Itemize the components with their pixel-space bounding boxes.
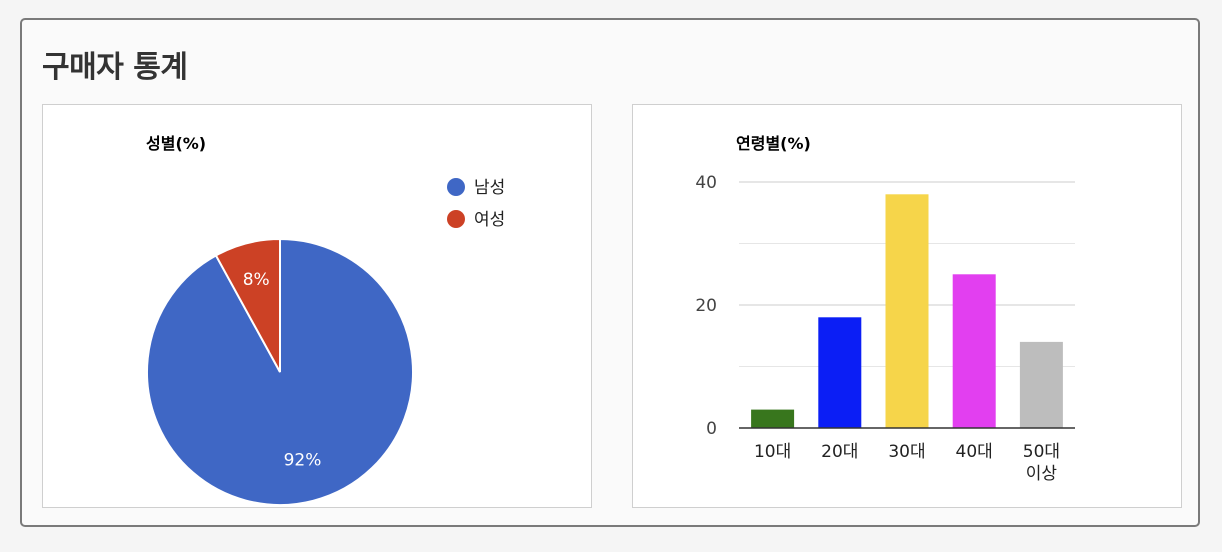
bar-3 xyxy=(885,194,929,428)
bar-2 xyxy=(818,317,862,428)
bar-4 xyxy=(952,274,996,429)
x-category-label: 10대 xyxy=(754,442,791,462)
pie-slice-label: 8% xyxy=(243,270,270,290)
legend-swatch-female xyxy=(447,210,465,228)
gender-chart-title: 성별(%) xyxy=(146,134,206,153)
x-category-label-line: 50대 xyxy=(1023,442,1060,462)
legend-swatch-male xyxy=(447,178,465,196)
x-category-label-line: 30대 xyxy=(888,442,925,462)
x-category-label-line: 20대 xyxy=(821,442,858,462)
age-bar-chart: 연령별(%) 0 20 40 10대 20대 30대 40대 50대 이상 xyxy=(695,134,1075,484)
x-category-label-line: 이상 xyxy=(1026,464,1058,484)
bar-5 xyxy=(1019,341,1063,428)
age-chart-title: 연령별(%) xyxy=(736,134,811,153)
pie-slice-male xyxy=(146,237,414,506)
x-category-label: 40대 xyxy=(956,442,993,462)
pie-slice-female xyxy=(214,237,281,373)
x-category-label-line: 40대 xyxy=(956,442,993,462)
legend-label-female: 여성 xyxy=(474,210,505,230)
pie-slice-label: 92% xyxy=(284,451,322,471)
page-title: 구매자 통계 xyxy=(42,50,188,85)
y-tick-label: 0 xyxy=(706,419,717,439)
age-chart-card: 연령별(%) 0 20 40 10대 20대 30대 40대 50대 이상 xyxy=(632,104,1182,508)
y-tick-label: 20 xyxy=(695,296,717,316)
x-category-label: 20대 xyxy=(821,442,858,462)
bar-1 xyxy=(751,409,795,428)
legend-label-male: 남성 xyxy=(474,178,505,198)
x-category-label: 50대 이상 xyxy=(1023,442,1060,484)
x-category-label: 30대 xyxy=(888,442,925,462)
y-tick-label: 40 xyxy=(695,173,717,193)
x-category-label-line: 10대 xyxy=(754,442,791,462)
